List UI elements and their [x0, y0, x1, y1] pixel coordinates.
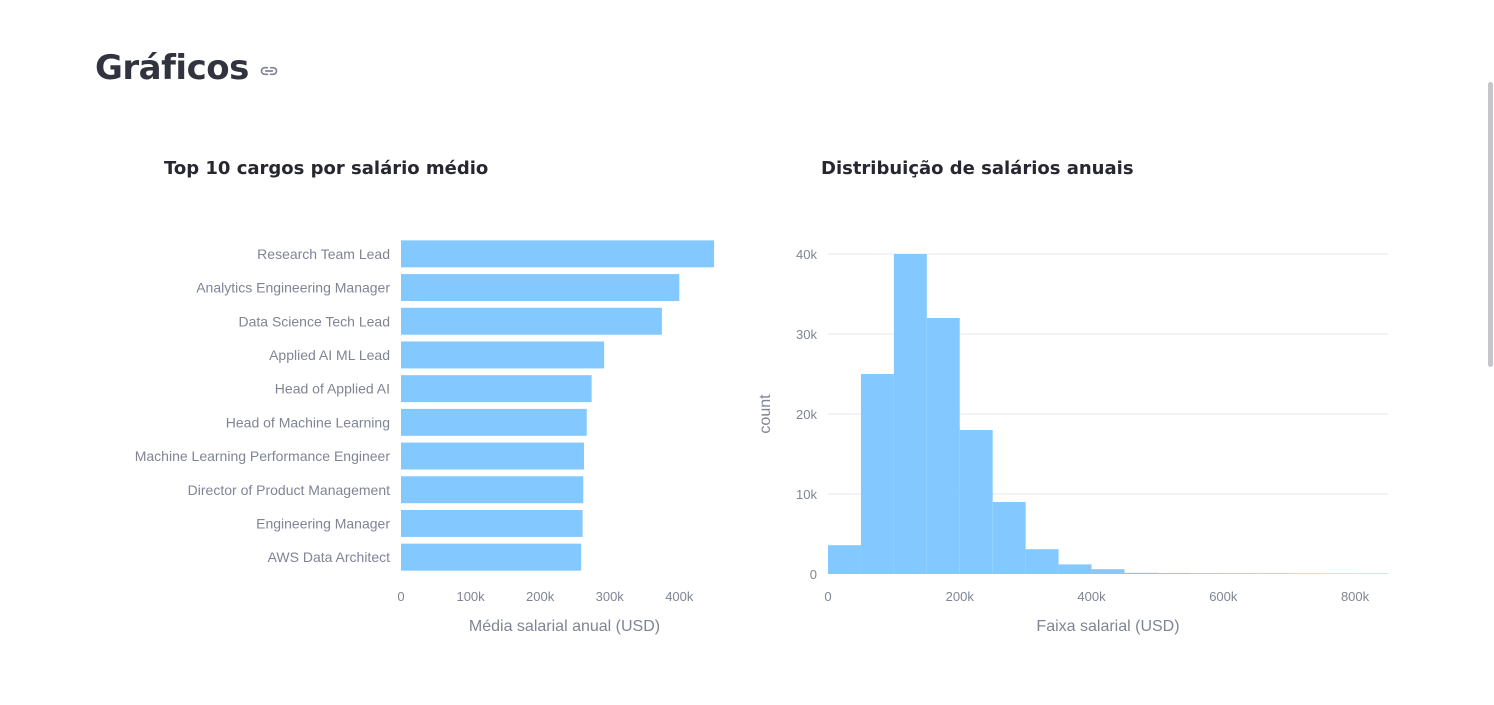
bar-1 [401, 274, 680, 302]
category-label: Director of Product Management [188, 482, 390, 498]
bar-9 [401, 543, 582, 571]
hist-bar-2 [893, 254, 927, 574]
x-tick-label: 300k [596, 589, 625, 604]
y-tick-label: 0 [810, 567, 817, 582]
x-tick-label: 0 [397, 589, 404, 604]
category-label: Machine Learning Performance Engineer [135, 448, 391, 464]
hist-bar-4 [959, 430, 993, 574]
bar-5 [401, 408, 587, 436]
bar-3 [401, 341, 605, 369]
bar-0 [401, 240, 715, 268]
link-icon[interactable] [259, 61, 279, 81]
bar-7 [401, 476, 584, 504]
hist-bar-3 [926, 318, 960, 574]
x-tick-label: 100k [456, 589, 485, 604]
bar-2 [401, 307, 662, 335]
y-axis-title: count [757, 394, 774, 434]
hist-bar-1 [860, 374, 894, 574]
hist-bar-14 [1289, 573, 1323, 574]
x-tick-label: 400k [665, 589, 694, 604]
x-tick-label: 0 [824, 589, 831, 604]
hist-bar-6 [1025, 549, 1059, 574]
x-tick-label: 400k [1077, 589, 1106, 604]
y-tick-label: 10k [796, 487, 817, 502]
x-tick-label: 600k [1209, 589, 1238, 604]
hist-bar-5 [992, 502, 1026, 574]
category-label: Analytics Engineering Manager [196, 280, 390, 296]
bar-6 [401, 442, 584, 470]
y-tick-label: 30k [796, 327, 817, 342]
hist-bar-8 [1091, 569, 1125, 574]
histogram-title: Distribuição de salários anuais [821, 158, 1134, 179]
hist-bar-10 [1157, 573, 1191, 574]
hist-bar-11 [1190, 573, 1224, 574]
x-axis-title: Média salarial anual (USD) [469, 618, 660, 635]
bar-4 [401, 375, 592, 403]
page-title: Gráficos [95, 48, 249, 88]
bar-chart: Research Team Lead Analytics Engineering … [135, 240, 715, 635]
category-label: Head of Machine Learning [226, 414, 390, 430]
category-label: Research Team Lead [257, 246, 390, 262]
x-axis-title: Faixa salarial (USD) [1036, 618, 1179, 635]
x-tick-label: 200k [946, 589, 975, 604]
hist-bar-13 [1256, 573, 1290, 574]
hist-bar-9 [1124, 572, 1158, 574]
category-label: Head of Applied AI [275, 381, 390, 397]
bar-8 [401, 509, 583, 537]
hist-bar-0 [828, 545, 861, 574]
page-header: Gráficos [95, 48, 279, 88]
y-tick-label: 20k [796, 407, 817, 422]
x-tick-label: 800k [1341, 589, 1370, 604]
category-label: Applied AI ML Lead [269, 347, 390, 363]
x-tick-label: 200k [526, 589, 555, 604]
category-label: Engineering Manager [256, 515, 390, 531]
category-label: AWS Data Architect [268, 549, 391, 565]
hist-bar-12 [1223, 573, 1257, 574]
hist-bar-7 [1058, 564, 1092, 574]
y-tick-label: 40k [796, 247, 817, 262]
category-label: Data Science Tech Lead [238, 313, 390, 329]
vertical-scrollbar[interactable] [1488, 82, 1493, 367]
bar-chart-title: Top 10 cargos por salário médio [164, 158, 489, 179]
